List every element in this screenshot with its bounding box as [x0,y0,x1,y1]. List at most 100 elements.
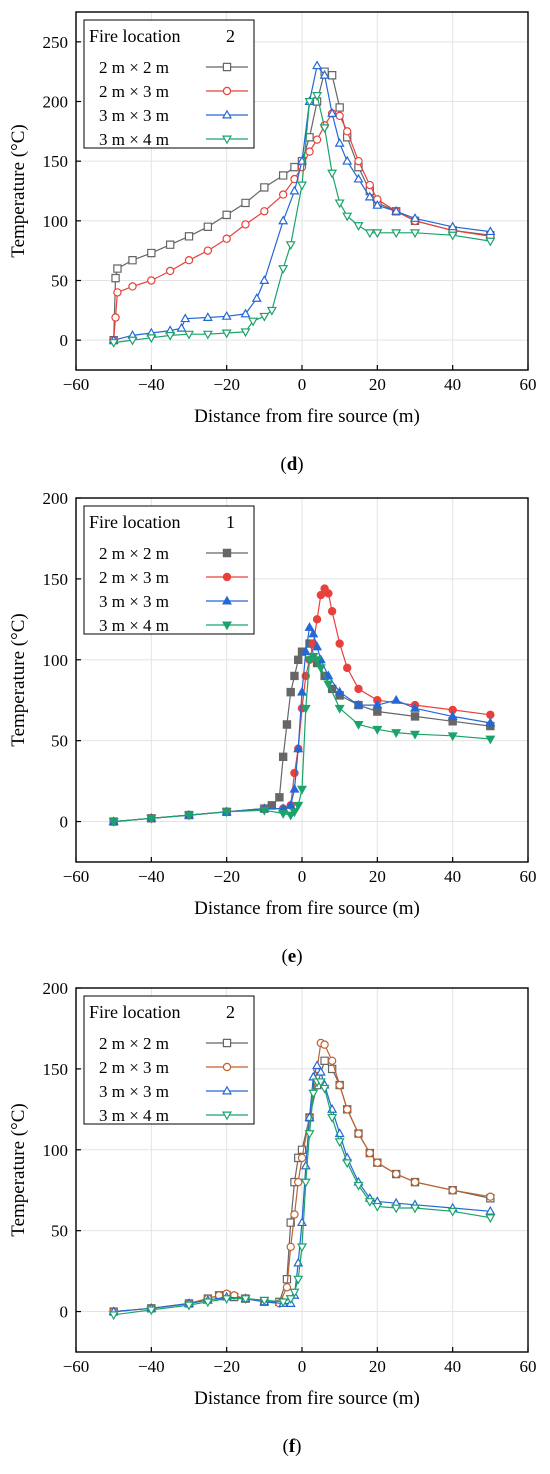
legend-entry-label: 3 m × 4 m [99,616,169,635]
data-point [300,646,311,656]
data-point [285,800,296,809]
data-point [278,752,288,762]
data-point [165,266,175,276]
data-point [202,330,213,340]
data-point [294,1177,303,1187]
x-tick-label: 20 [369,1357,386,1376]
y-tick-label: 200 [43,489,69,508]
data-point [485,735,496,745]
data-point [278,171,288,180]
legend-entry-label: 3 m × 4 m [99,130,169,149]
data-point [203,246,213,255]
x-tick-label: 20 [369,375,386,394]
data-point [323,670,334,680]
panel-caption: (f) [283,1436,302,1457]
data-point [304,622,315,631]
data-point [108,818,119,827]
data-point [165,240,175,249]
legend-entry-label: 2 m × 3 m [99,568,169,587]
y-tick-label: 200 [43,979,69,998]
data-point [312,615,322,624]
x-tick-label: −60 [63,1357,90,1376]
data-point [335,1080,344,1090]
data-point [486,1192,495,1201]
data-point [300,704,311,714]
data-point [305,147,314,156]
data-point [240,308,251,318]
data-point [364,1198,375,1207]
data-point [289,1288,300,1298]
legend-box [83,19,255,149]
data-point [290,671,299,681]
series-3 [108,1078,496,1321]
data-point [297,1217,307,1227]
x-tick-label: −20 [213,1357,240,1376]
data-point [127,336,138,346]
data-point [202,312,213,321]
data-point [342,212,353,222]
y-tick-label: 0 [60,813,69,832]
data-point [289,185,300,195]
data-point [342,1159,353,1169]
legend-marker [222,109,232,119]
chart-panel-e: −60 −40 −20 0 20 40 60 0 50 100 150 200 Distance fro… [8,489,537,967]
x-tick-label: 60 [520,867,537,886]
data-point [241,220,250,229]
data-point [391,205,402,215]
x-tick-label: 40 [444,1357,461,1376]
legend-header-value: 2 [226,1002,235,1022]
data-point [260,207,269,216]
data-point [289,783,300,793]
data-point [251,293,262,302]
data-point [312,92,323,101]
data-point [278,265,289,274]
data-point [294,655,303,664]
data-point [410,712,420,721]
legend-entry-label: 3 m × 3 m [99,106,169,125]
x-axis-label: Distance from fire source (m) [194,898,420,919]
data-point [293,1275,304,1285]
data-point [289,808,300,818]
data-point [327,607,337,616]
data-point [221,329,232,339]
data-point [410,702,420,712]
data-point [485,717,496,727]
data-point [312,641,323,651]
data-point [485,1214,496,1224]
data-point [275,793,284,802]
legend-marker [222,135,232,145]
x-tick-label: −60 [63,375,90,394]
chart-panel-f: −60 −40 −20 0 20 40 60 0 50 100 150 200 Distance fro… [8,979,537,1457]
legend-header-value: 1 [226,512,235,532]
panel-caption: (d) [280,454,303,475]
data-point [297,785,307,795]
data-point [327,108,338,117]
legend-header: Fire location [89,26,180,46]
legend-entry-label: 2 m × 2 m [99,1034,169,1053]
y-tick-label: 100 [43,212,69,231]
data-point [448,1186,457,1195]
data-point [300,1178,311,1188]
data-point [111,313,120,322]
legend-entry-label: 2 m × 2 m [99,544,169,563]
data-point [319,124,330,134]
legend-box [83,505,255,635]
data-point [202,1298,213,1308]
x-tick-label: 20 [369,867,386,886]
data-point [282,720,292,729]
data-point [372,229,383,239]
data-point [365,1148,374,1158]
data-point [364,229,375,239]
data-point [391,729,402,738]
data-point [391,694,402,704]
data-point [447,732,458,742]
data-point [485,226,496,236]
y-tick-label: 100 [43,1141,69,1160]
legend-entry-label: 3 m × 3 m [99,592,169,611]
data-point [147,248,156,258]
data-point [286,1242,295,1252]
data-point [410,213,420,222]
legend-marker [222,548,232,558]
data-point [354,1129,363,1138]
y-tick-label: 150 [43,152,69,171]
